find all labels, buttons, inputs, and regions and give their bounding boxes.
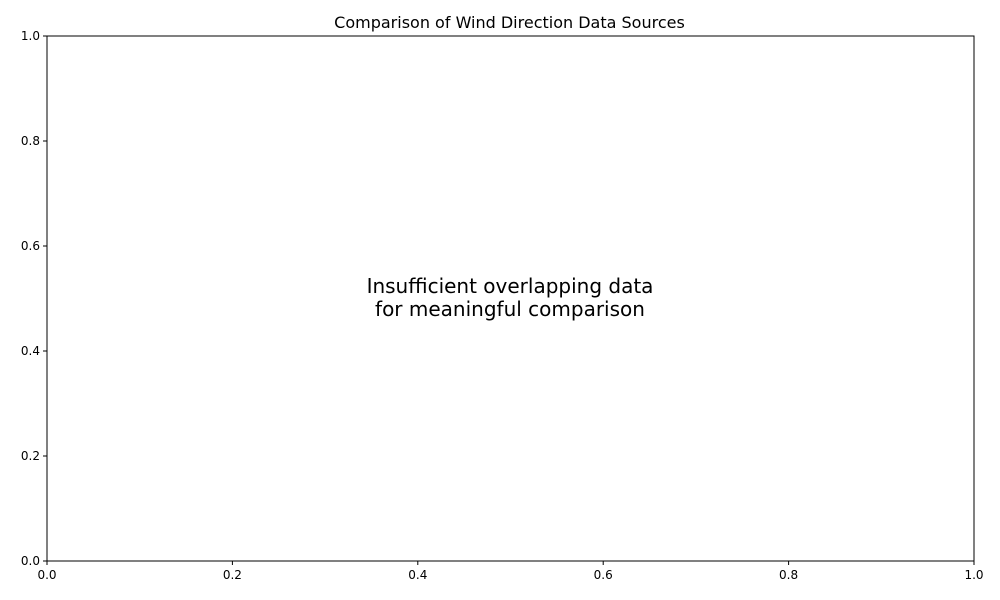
x-tick-label: 0.2 (223, 568, 242, 582)
y-tick-label: 0.6 (21, 239, 40, 253)
x-tick-label: 0.6 (594, 568, 613, 582)
annotation-line-2: for meaningful comparison (375, 297, 645, 321)
x-axis: 0.0 0.2 0.4 0.6 0.8 1.0 (37, 561, 984, 582)
plot-background (47, 36, 974, 561)
y-tick-label: 0.8 (21, 134, 40, 148)
annotation-line-1: Insufficient overlapping data (367, 274, 654, 298)
y-axis: 0.0 0.2 0.4 0.6 0.8 1.0 (21, 29, 47, 568)
chart-title: Comparison of Wind Direction Data Source… (334, 13, 685, 32)
y-tick-label: 1.0 (21, 29, 40, 43)
x-tick-label: 0.4 (408, 568, 427, 582)
plot-area (47, 36, 974, 561)
x-tick-label: 0.8 (779, 568, 798, 582)
x-tick-label: 1.0 (964, 568, 983, 582)
y-tick-label: 0.0 (21, 554, 40, 568)
chart-annotation: Insufficient overlapping data for meanin… (367, 274, 654, 321)
x-tick-label: 0.0 (37, 568, 56, 582)
y-tick-label: 0.2 (21, 449, 40, 463)
y-tick-label: 0.4 (21, 344, 40, 358)
plot-frame (46, 35, 975, 562)
